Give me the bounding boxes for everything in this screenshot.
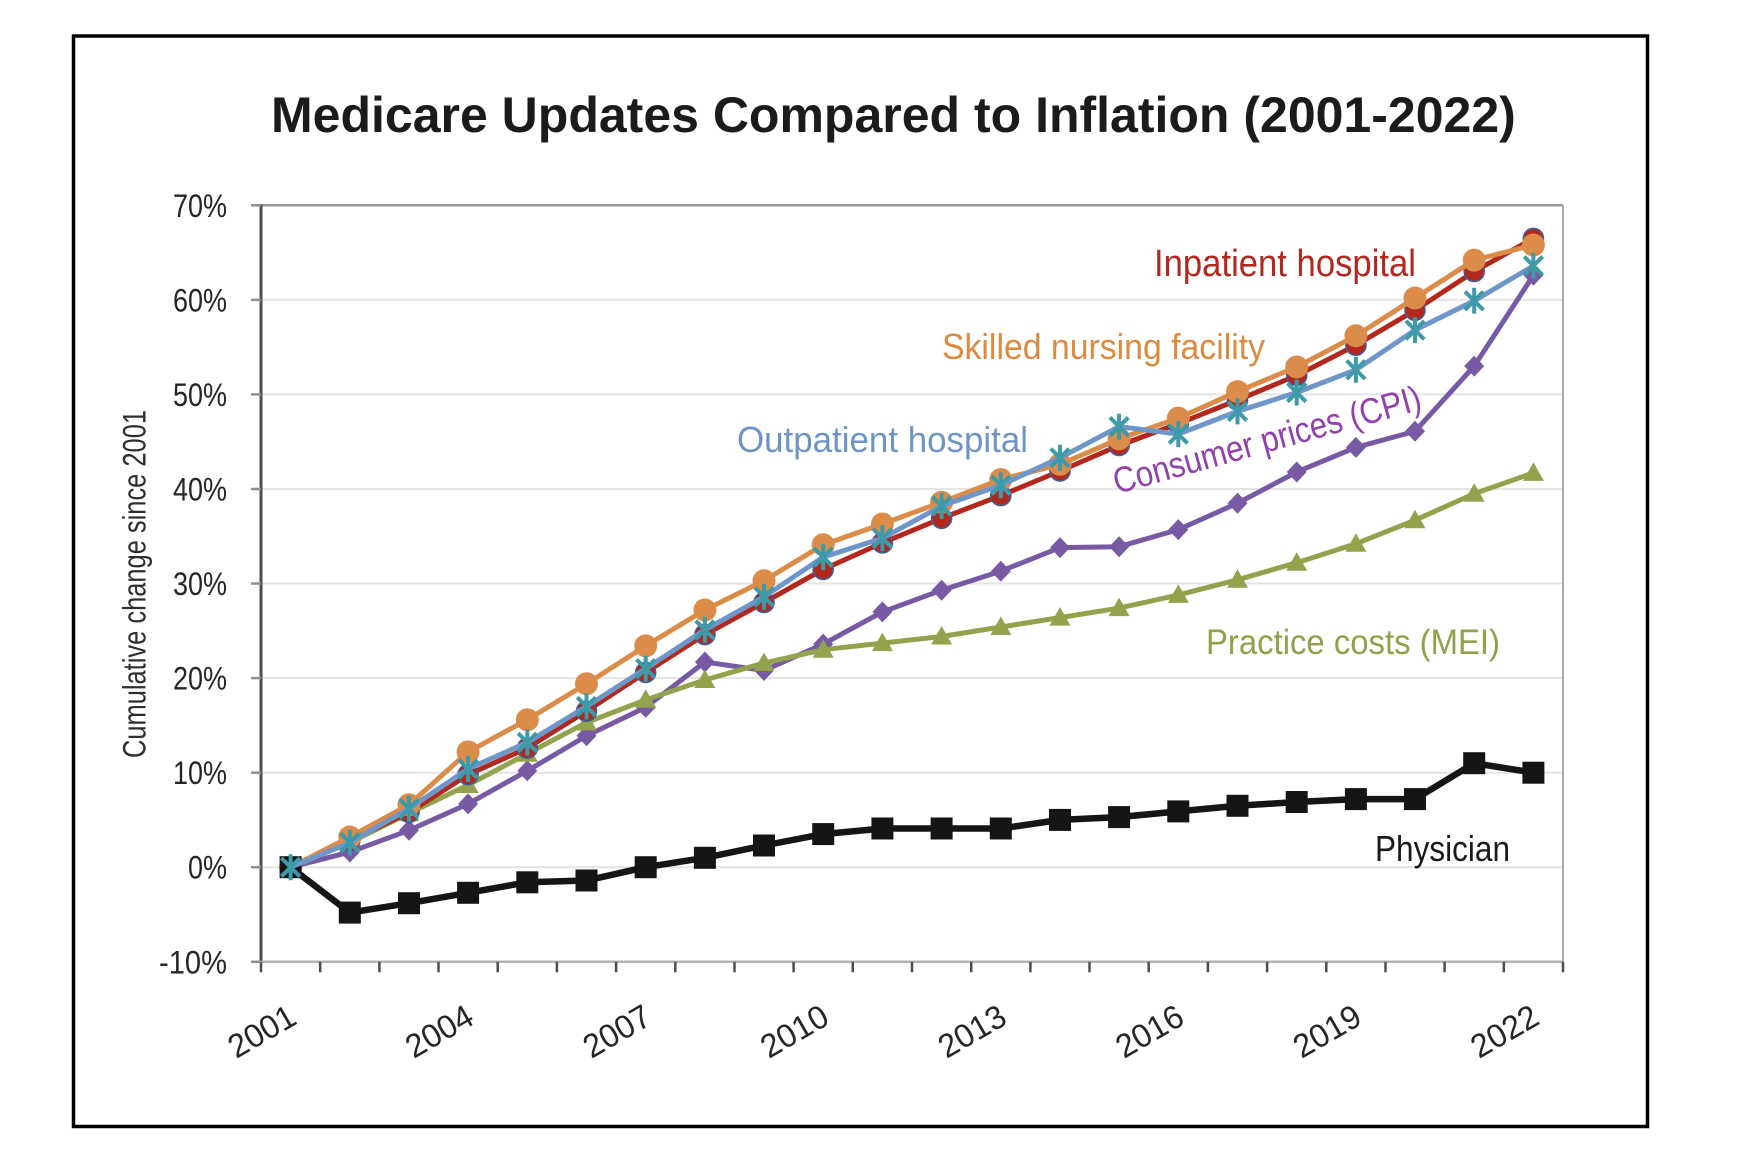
svg-text:Medicare Updates Compared to I: Medicare Updates Compared to Inflation (… [271,87,1516,143]
svg-text:Practice costs (MEI): Practice costs (MEI) [1206,623,1500,662]
svg-text:40%: 40% [173,472,227,508]
svg-text:Physician: Physician [1375,828,1510,869]
svg-text:50%: 50% [173,377,227,413]
svg-text:Skilled nursing facility: Skilled nursing facility [942,326,1265,367]
svg-text:10%: 10% [173,755,227,791]
svg-text:-10%: -10% [159,944,227,980]
svg-text:Inpatient hospital: Inpatient hospital [1154,243,1416,285]
svg-text:60%: 60% [173,282,227,318]
svg-text:70%: 70% [173,188,227,224]
svg-text:0%: 0% [188,850,227,886]
svg-text:Outpatient hospital: Outpatient hospital [737,419,1028,460]
svg-text:Cumulative change since 2001: Cumulative change since 2001 [117,410,153,758]
svg-text:20%: 20% [173,661,227,697]
svg-text:30%: 30% [173,566,227,602]
